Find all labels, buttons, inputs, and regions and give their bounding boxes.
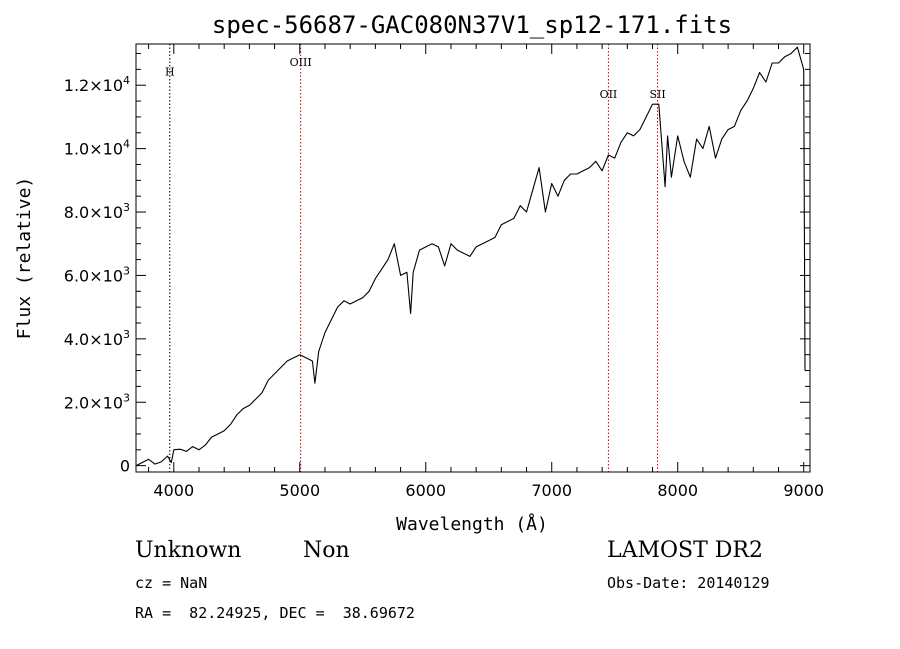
y-tick-label-0: 0 [120,457,130,476]
x-tick-label-4: 8000 [657,481,698,500]
line-label-2: OII [600,88,618,101]
y-tick-label-6: 1.2×104 [64,74,130,95]
chart-title: spec-56687-GAC080N37V1_sp12-171.fits [212,11,732,39]
x-tick-label-0: 4000 [153,481,194,500]
x-axis-label: Wavelength (Å) [396,513,548,535]
plot-frame [135,43,811,473]
line-label-3: SII [649,88,665,101]
y-tick-label-1: 2.0×103 [64,391,130,412]
spectrum-chart: spec-56687-GAC080N37V1_sp12-171.fits H OI… [14,11,824,535]
y-tick-label-5: 1.0×104 [64,138,130,159]
line-label-1: OIII [290,56,312,69]
x-tick-label-3: 7000 [531,481,572,500]
object-subclass: Non [303,538,350,563]
y-axis-label: Flux (relative) [14,177,35,340]
coordinates: RA = 82.24925, DEC = 38.69672 [135,604,415,622]
y-tick-label-3: 6.0×103 [64,264,130,285]
object-class: Unknown [135,538,242,563]
x-tick-label-5: 9000 [783,481,824,500]
y-tick-label-2: 4.0×103 [64,328,130,349]
line-label-0: H [165,66,175,79]
observation-date: Obs-Date: 20140129 [607,574,770,592]
x-tick-label-1: 5000 [279,481,320,500]
survey-name: LAMOST DR2 [607,538,763,563]
y-tick-label-4: 8.0×103 [64,201,130,222]
spectrum-line [135,46,806,467]
x-tick-label-2: 6000 [405,481,446,500]
redshift-value: cz = NaN [135,574,208,592]
